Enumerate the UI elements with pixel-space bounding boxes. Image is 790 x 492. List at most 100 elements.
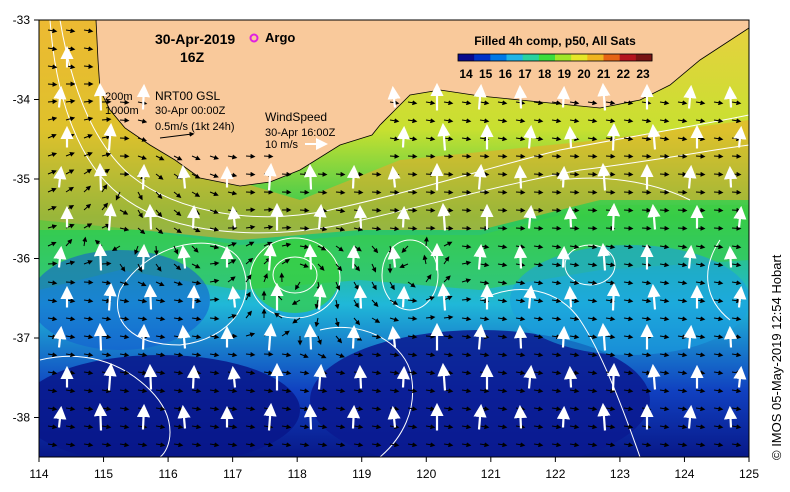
current-arrow <box>497 442 508 448</box>
current-arrow <box>119 209 129 215</box>
colorbar-tick-label: 16 <box>499 67 513 81</box>
current-arrow <box>407 352 418 358</box>
current-arrow <box>587 442 598 448</box>
current-arrow <box>281 442 292 448</box>
current-arrow <box>173 155 183 161</box>
colorbar-tick-label: 19 <box>558 67 572 81</box>
current-arrow <box>713 316 724 322</box>
current-arrow <box>497 244 508 250</box>
current-arrow <box>659 388 670 394</box>
wind-arrow <box>346 324 361 349</box>
current-arrow <box>443 314 454 320</box>
current-arrow <box>587 352 598 358</box>
wind-arrow <box>53 165 67 188</box>
wind-arrow <box>313 203 327 230</box>
current-arrow <box>155 191 163 200</box>
current-arrow <box>371 263 377 273</box>
current-arrow <box>641 388 652 394</box>
current-arrow <box>209 226 220 232</box>
current-arrow <box>497 316 508 322</box>
wind-arrow <box>606 282 621 311</box>
current-arrow <box>425 352 436 358</box>
current-arrow <box>407 225 418 231</box>
current-arrow <box>533 442 544 448</box>
wind-arrow <box>103 362 117 391</box>
current-arrow <box>47 224 58 230</box>
current-arrow <box>497 424 508 430</box>
current-arrow <box>731 100 742 106</box>
current-arrow <box>209 334 220 340</box>
current-arrow <box>677 316 688 322</box>
current-arrow <box>461 388 472 394</box>
current-arrow <box>209 244 220 250</box>
current-arrow <box>731 262 742 268</box>
wind-arrow <box>387 325 401 348</box>
current-arrow <box>173 316 184 322</box>
current-arrow <box>623 424 634 430</box>
current-arrow <box>461 316 472 322</box>
current-arrow <box>371 406 382 412</box>
current-arrow <box>137 370 148 376</box>
current-arrow <box>65 316 76 322</box>
current-arrow <box>443 100 454 106</box>
current-arrow <box>191 334 202 340</box>
current-arrow <box>497 388 508 394</box>
current-arrow <box>713 406 724 412</box>
wind-arrow <box>177 244 191 269</box>
current-arrow <box>533 244 544 250</box>
current-arrow <box>227 190 238 196</box>
current-arrow <box>731 118 742 124</box>
current-arrow <box>317 263 325 271</box>
wind-arrow <box>303 323 318 350</box>
latitude-axis: -33 -34 -35 -36 -37 -38 <box>13 13 39 425</box>
current-arrow <box>47 298 58 304</box>
wind-arrow <box>473 163 487 190</box>
current-arrow <box>65 28 76 34</box>
current-arrow <box>677 262 688 268</box>
current-arrow <box>245 424 256 430</box>
wind-arrow <box>513 324 528 349</box>
colorbar-segment <box>555 54 572 61</box>
current-arrow <box>317 189 328 195</box>
wind-arrow <box>263 322 277 351</box>
wind-arrow <box>723 85 738 108</box>
current-arrow <box>314 299 320 310</box>
current-arrow <box>47 133 57 139</box>
current-arrow <box>209 278 220 284</box>
wind-arrow <box>597 242 611 271</box>
wind-arrow <box>647 203 661 230</box>
current-arrow <box>713 280 724 286</box>
current-arrow <box>137 388 148 394</box>
current-arrow <box>533 118 544 124</box>
current-arrow <box>695 424 706 430</box>
current-arrow <box>497 100 508 106</box>
wind-arrow <box>723 165 738 188</box>
lon-tick-label: 120 <box>416 467 436 481</box>
current-arrow <box>137 316 148 322</box>
current-arrow <box>281 388 292 394</box>
current-arrow <box>731 388 742 394</box>
wind-arrow <box>177 404 191 429</box>
wind-time-label: 30-Apr 16:00Z <box>265 127 336 139</box>
current-arrow <box>713 334 724 340</box>
current-arrow <box>605 442 616 448</box>
current-arrow <box>713 136 724 142</box>
current-arrow <box>119 281 129 286</box>
lon-tick-label: 125 <box>739 467 759 481</box>
current-arrow <box>82 236 88 247</box>
current-arrow <box>515 298 526 304</box>
current-arrow <box>101 152 112 158</box>
current-arrow <box>209 173 219 178</box>
wind-scale-label: 10 m/s <box>265 139 299 151</box>
wind-arrow <box>396 125 411 148</box>
colorbar-tick-label: 22 <box>617 67 631 81</box>
current-arrow <box>101 280 112 286</box>
current-arrow <box>461 118 472 124</box>
wind-arrow <box>683 244 697 269</box>
current-arrow <box>209 388 220 394</box>
current-arrow <box>533 298 544 304</box>
current-arrow <box>281 242 292 248</box>
current-arrow <box>191 352 202 358</box>
current-arrow <box>695 244 706 250</box>
current-arrow <box>83 99 94 105</box>
